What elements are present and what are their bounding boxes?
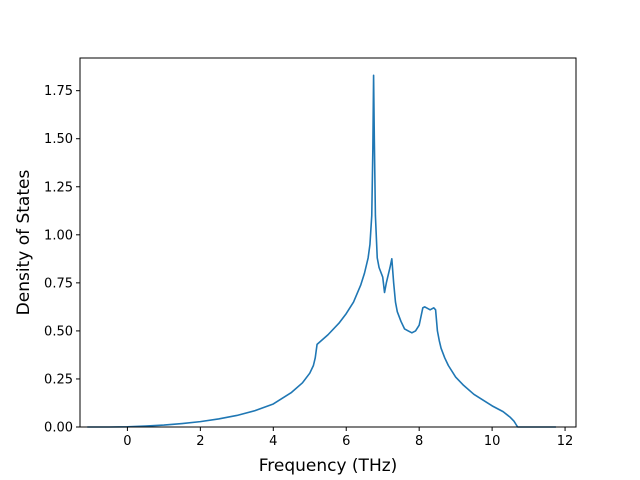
- y-tick-label: 0.25: [44, 372, 73, 387]
- x-tick-label: 10: [484, 434, 501, 449]
- y-tick-label: 0.00: [44, 421, 73, 436]
- y-tick-label: 0.50: [44, 324, 73, 339]
- x-axis-label: Frequency (THz): [259, 456, 398, 476]
- y-tick-label: 1.75: [44, 84, 73, 99]
- x-tick-label: 0: [123, 434, 131, 449]
- plot-frame: [79, 57, 577, 428]
- x-tick-label: 2: [196, 434, 204, 449]
- x-tick-label: 6: [342, 434, 350, 449]
- y-tick-label: 1.50: [44, 132, 73, 147]
- x-axis-ticks: 0 2 4 6 8 10 12: [123, 427, 573, 449]
- y-tick-label: 1.25: [44, 180, 73, 195]
- y-tick-label: 0.75: [44, 276, 73, 291]
- plot-line-layer: [87, 74, 556, 428]
- x-tick-label: 8: [415, 434, 423, 449]
- y-axis-ticks: 0.00 0.25 0.50 0.75 1.00 1.25 1.50 1.75: [44, 84, 80, 436]
- dos-series-line-0: [87, 74, 556, 428]
- y-axis-label: Density of States: [14, 170, 34, 316]
- y-tick-label: 1.00: [44, 228, 73, 243]
- x-tick-label: 12: [557, 434, 574, 449]
- x-tick-label: 4: [269, 434, 277, 449]
